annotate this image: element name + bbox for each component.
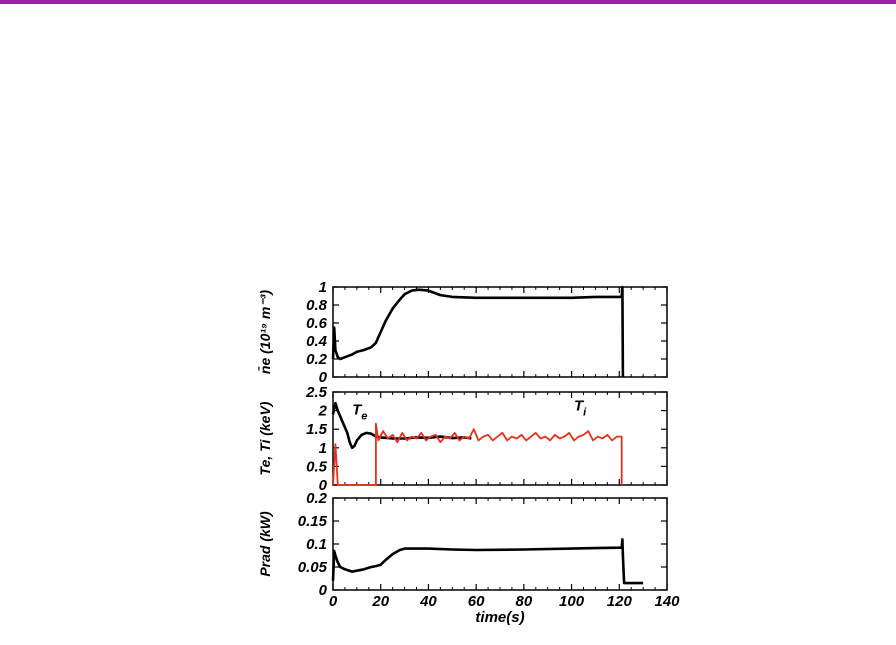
temperature-ytick-label: 2.5: [305, 384, 328, 401]
temperature-annotation: Te: [352, 401, 367, 422]
density-ytick-label: 0.4: [306, 333, 328, 350]
radiated-power-ytick-label: 0.1: [306, 536, 327, 553]
temperature-ytick-label: 2: [318, 403, 328, 420]
density-panel: 00.20.40.60.81 n̄e (10¹⁹ m⁻³): [256, 279, 668, 386]
radiated-power-frame: [332, 497, 668, 591]
density-frame: [332, 286, 668, 378]
temperature-series-te-line: [331, 401, 472, 450]
density-ytick-label: 1: [319, 279, 327, 296]
density-ytick-label: 0.2: [306, 351, 328, 368]
temperature-ytick-label: 0: [319, 477, 328, 494]
xtick-label: 120: [607, 593, 633, 610]
temperature-ytick-label: 1: [319, 440, 327, 457]
temperature-annotation: Ti: [574, 398, 587, 419]
xtick-label: 100: [559, 593, 585, 610]
xtick-label: 80: [516, 593, 533, 610]
xtick-label: 60: [468, 593, 485, 610]
radiated-power-ytick-label: 0.05: [298, 559, 328, 576]
top-rule: [0, 0, 896, 4]
radiated-power-ytick-label: 0.2: [306, 490, 328, 507]
radiated-power-ylabel: Prad (kW): [257, 511, 273, 577]
radiated-power-ytick-label: 0: [319, 582, 328, 599]
temperature-ylabel: Te, Ti (keV): [257, 401, 273, 475]
radiated-power-series-line: [331, 538, 644, 585]
density-ylabel: n̄e (10¹⁹ m⁻³): [256, 290, 273, 374]
temperature-panel: 0 0.51 1.52 2.5 Te, Ti (keV) Te Ti: [257, 384, 668, 494]
temperature-ytick-label: 0.5: [306, 458, 328, 475]
temperature-series-ti-line: [332, 422, 623, 486]
density-ytick-label: 0: [319, 369, 328, 386]
density-ytick-label: 0.8: [306, 297, 328, 314]
xtick-label: 140: [654, 593, 680, 610]
density-ytick-label: 0.6: [306, 315, 328, 332]
radiated-power-ytick-label: 0.15: [298, 513, 328, 530]
density-series-line: [331, 285, 625, 378]
xtick-label: 20: [371, 593, 389, 610]
xtick-label: 40: [419, 593, 437, 610]
xlabel: time(s): [475, 609, 524, 626]
temperature-ytick-label: 1.5: [306, 421, 328, 438]
xtick-label: 0: [329, 593, 338, 610]
